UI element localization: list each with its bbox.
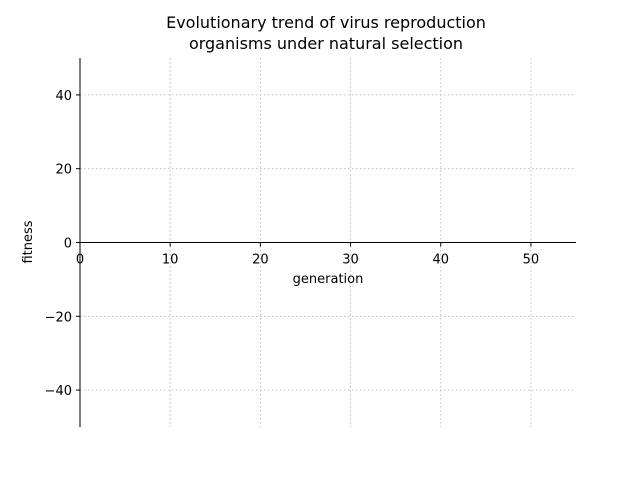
axes: 0 10 20 30 40 50 −40 −20 0 20 40 (45, 58, 576, 427)
chart-title-line-1: Evolutionary trend of virus reproduction (166, 13, 486, 32)
y-axis-label: fitness (21, 220, 36, 263)
x-tick-label: 10 (162, 253, 179, 268)
y-tick-label: 40 (55, 89, 72, 104)
x-tick-label: 40 (432, 253, 449, 268)
y-tick-label: −40 (45, 384, 72, 399)
y-tick-label: 0 (64, 237, 72, 252)
x-tick-label: 0 (76, 253, 84, 268)
y-tick-label: −20 (45, 310, 72, 325)
x-tick-label: 20 (252, 253, 269, 268)
y-tick-label: 20 (55, 163, 72, 178)
x-tick-label: 30 (342, 253, 359, 268)
x-tick-label: 50 (523, 253, 540, 268)
x-axis-label: generation (293, 272, 364, 287)
chart-title-line-2: organisms under natural selection (189, 34, 463, 53)
